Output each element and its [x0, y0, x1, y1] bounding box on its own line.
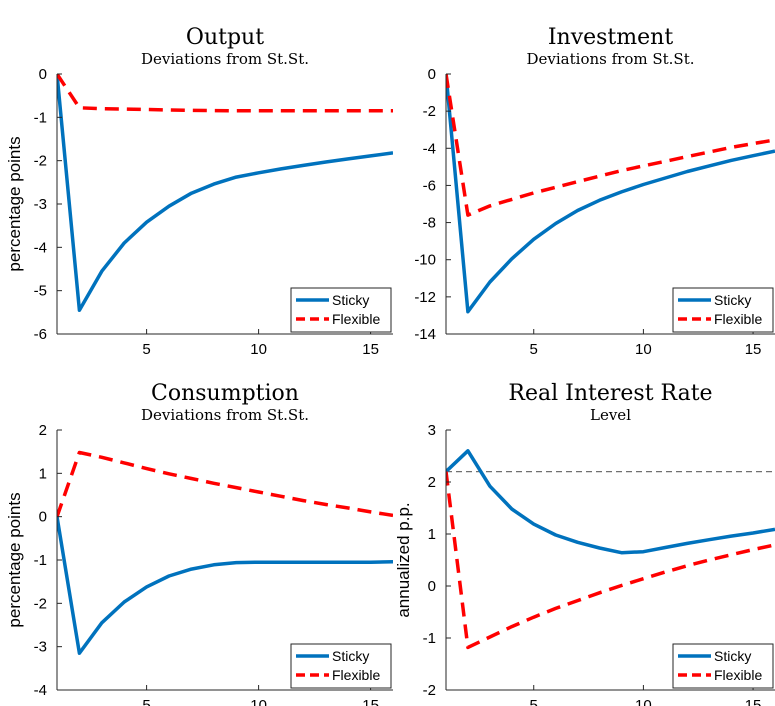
y-tick-label: -3 — [34, 196, 47, 213]
x-tick-label: 10 — [250, 697, 267, 706]
y-tick-label: -8 — [423, 215, 436, 232]
legend: Sticky Flexible — [290, 287, 392, 333]
y-tick-label: -1 — [34, 109, 47, 126]
y-axis-label: annualized p.p. — [394, 502, 413, 617]
y-tick-label: 0 — [428, 66, 436, 83]
x-tick-label: 10 — [635, 697, 652, 706]
legend-label-sticky: Sticky — [332, 292, 369, 308]
y-tick-label: -10 — [414, 252, 436, 269]
y-tick-label: -4 — [34, 682, 47, 699]
y-axis-label: percentage points — [5, 136, 24, 271]
y-tick-label: 1 — [39, 465, 47, 482]
chart-title: Investment — [548, 25, 673, 50]
chart-subtitle: Deviations from St.St. — [141, 406, 309, 424]
chart-title: Consumption — [151, 381, 299, 406]
legend-label-flexible: Flexible — [714, 311, 762, 327]
series-line-flexible — [57, 74, 393, 113]
series-line-sticky — [446, 74, 775, 314]
y-tick-label: -6 — [423, 177, 436, 194]
y-tick-label: -14 — [414, 326, 436, 343]
chart-title: Output — [186, 25, 264, 50]
legend-box — [290, 643, 392, 689]
legend: Sticky Flexible — [290, 643, 392, 689]
y-tick-label: 0 — [428, 578, 436, 595]
y-axis-label: percentage points — [5, 492, 24, 627]
legend-label-sticky: Sticky — [332, 648, 369, 664]
legend-box — [290, 287, 392, 333]
legend: Sticky Flexible — [672, 287, 774, 333]
series-line-sticky — [57, 74, 393, 312]
x-tick-label: 15 — [362, 341, 379, 358]
x-tick-label: 5 — [530, 697, 538, 706]
chart-title: Real Interest Rate — [508, 381, 712, 406]
legend-label-sticky: Sticky — [714, 292, 751, 308]
y-tick-label: -5 — [34, 283, 47, 300]
x-tick-label: 5 — [142, 697, 150, 706]
legend-label-sticky: Sticky — [714, 648, 751, 664]
x-tick-label: 15 — [745, 341, 762, 358]
legend-label-flexible: Flexible — [332, 667, 380, 683]
y-tick-label: 1 — [428, 526, 436, 543]
series-line-sticky — [446, 449, 775, 555]
y-tick-label: -3 — [34, 639, 47, 656]
y-tick-label: -6 — [34, 326, 47, 343]
legend-box — [672, 287, 774, 333]
x-tick-label: 5 — [142, 341, 150, 358]
y-tick-label: -2 — [34, 595, 47, 612]
legend: Sticky Flexible — [672, 643, 774, 689]
y-tick-label: -12 — [414, 289, 436, 306]
x-tick-label: 15 — [362, 697, 379, 706]
series-line-flexible — [446, 471, 775, 650]
series-line-flexible — [446, 74, 775, 217]
y-tick-label: -2 — [423, 682, 436, 699]
legend-label-flexible: Flexible — [332, 311, 380, 327]
y-tick-label: 2 — [428, 474, 436, 491]
x-tick-label: 15 — [745, 697, 762, 706]
chart-subtitle: Level — [590, 406, 631, 424]
y-tick-label: 0 — [39, 66, 47, 83]
chart-subtitle: Deviations from St.St. — [527, 50, 695, 68]
y-tick-label: -4 — [34, 239, 47, 256]
series-line-sticky — [57, 516, 393, 655]
y-tick-label: -2 — [423, 103, 436, 120]
x-tick-label: 10 — [635, 341, 652, 358]
legend-label-flexible: Flexible — [714, 667, 762, 683]
legend-box — [672, 643, 774, 689]
x-tick-label: 10 — [250, 341, 267, 358]
y-tick-label: 2 — [39, 422, 47, 439]
chart-subtitle: Deviations from St.St. — [141, 50, 309, 68]
y-tick-label: -1 — [423, 630, 436, 647]
y-tick-label: 3 — [428, 422, 436, 439]
x-tick-label: 5 — [530, 341, 538, 358]
y-tick-label: -2 — [34, 153, 47, 170]
y-tick-label: 0 — [39, 509, 47, 526]
y-tick-label: -4 — [423, 140, 436, 157]
y-tick-label: -1 — [34, 552, 47, 569]
series-line-flexible — [57, 450, 393, 518]
